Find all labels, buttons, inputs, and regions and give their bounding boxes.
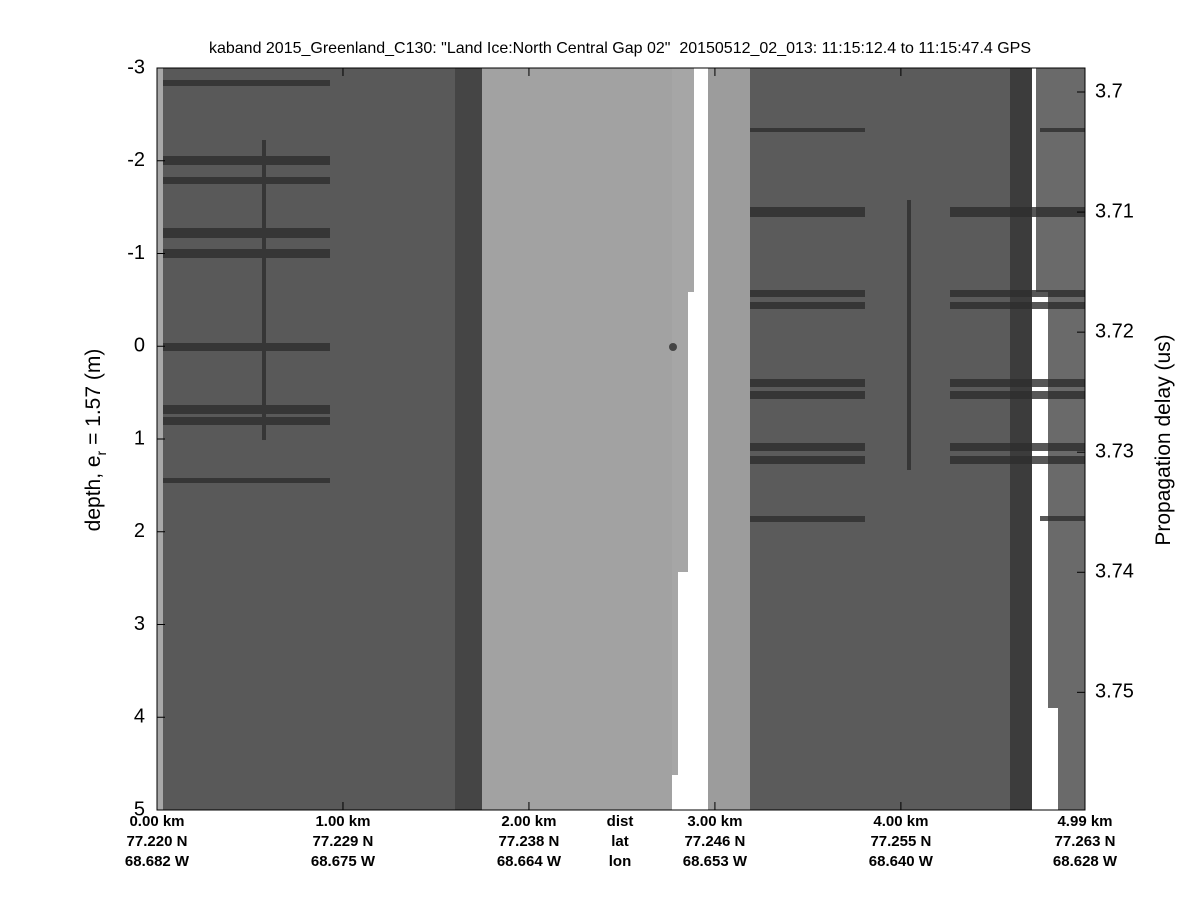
lon-label: 68.653 W bbox=[683, 853, 748, 870]
y2-tick-label: 3.7 bbox=[1095, 80, 1123, 102]
gap bbox=[694, 68, 708, 810]
column bbox=[750, 68, 1010, 810]
gap bbox=[688, 292, 694, 810]
y-axis-label: depth, er = 1.57 (m) bbox=[82, 349, 109, 532]
lon-label: 68.675 W bbox=[311, 853, 376, 870]
column bbox=[1010, 68, 1032, 810]
y-label-text: depth, e bbox=[82, 455, 105, 531]
gap bbox=[672, 775, 678, 810]
y-label-subscript: r bbox=[93, 450, 109, 455]
y-tick-label: 1 bbox=[134, 427, 145, 449]
lat-label: 77.246 N bbox=[684, 833, 745, 850]
y-tick-label: -2 bbox=[127, 149, 145, 171]
lat-label: 77.263 N bbox=[1055, 833, 1116, 850]
lat-label: 77.220 N bbox=[127, 833, 188, 850]
y-tick-label: 4 bbox=[134, 706, 145, 728]
echogram-image bbox=[157, 68, 1085, 810]
y2-axis-label: Propagation delay (us) bbox=[1152, 334, 1175, 545]
gap bbox=[1036, 292, 1048, 810]
row-label: lon bbox=[609, 853, 632, 870]
y2-tick-label: 3.71 bbox=[1095, 200, 1134, 222]
y-tick-label: 2 bbox=[134, 520, 145, 542]
chart-title: kaband 2015_Greenland_C130: "Land Ice:No… bbox=[209, 40, 1031, 57]
y2-tick-label: 3.74 bbox=[1095, 561, 1134, 583]
x-tick-label: 4.00 km bbox=[873, 813, 928, 830]
y-tick-label: 0 bbox=[134, 335, 145, 357]
x-tick-label: 1.00 km bbox=[315, 813, 370, 830]
lon-label: 68.682 W bbox=[125, 853, 190, 870]
y-tick-label: 5 bbox=[134, 798, 145, 820]
lat-label: 77.238 N bbox=[498, 833, 559, 850]
lat-label: 77.229 N bbox=[313, 833, 374, 850]
lat-label: 77.255 N bbox=[870, 833, 931, 850]
lon-label: 68.640 W bbox=[869, 853, 934, 870]
column bbox=[163, 68, 455, 810]
x-tick-label: 2.00 km bbox=[501, 813, 556, 830]
lon-label: 68.628 W bbox=[1053, 853, 1118, 870]
x-tick-label: 0.00 km bbox=[129, 813, 184, 830]
x-tick-label: 4.99 km bbox=[1057, 813, 1112, 830]
y2-tick-label: 3.75 bbox=[1095, 681, 1134, 703]
column bbox=[708, 68, 750, 810]
y2-tick-label: 3.72 bbox=[1095, 320, 1134, 342]
y-tick-label: -3 bbox=[127, 56, 145, 78]
row-label: dist bbox=[607, 813, 634, 830]
y-label-suffix: = 1.57 (m) bbox=[82, 349, 105, 451]
column bbox=[455, 68, 482, 810]
column bbox=[482, 68, 672, 810]
gap bbox=[678, 572, 688, 810]
lon-label: 68.664 W bbox=[497, 853, 562, 870]
gap bbox=[1048, 708, 1058, 810]
row-label: lat bbox=[611, 833, 629, 850]
gap bbox=[1032, 68, 1036, 810]
y-tick-label: 3 bbox=[134, 613, 145, 635]
layers bbox=[163, 80, 1085, 522]
x-tick-label: 3.00 km bbox=[687, 813, 742, 830]
y2-tick-label: 3.73 bbox=[1095, 440, 1134, 462]
y-tick-label: -1 bbox=[127, 242, 145, 264]
